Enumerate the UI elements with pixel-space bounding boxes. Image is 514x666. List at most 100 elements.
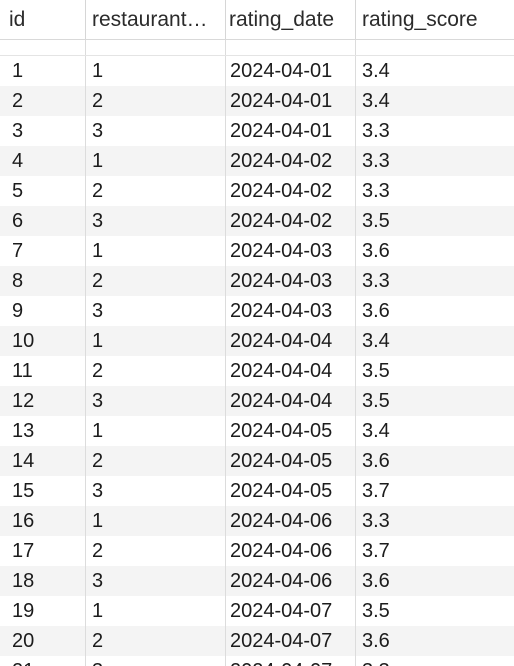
cell-restaurant[interactable]: 2: [86, 626, 226, 656]
cell-restaurant[interactable]: 3: [86, 476, 226, 506]
cell-rating-score[interactable]: 3.3: [356, 656, 514, 666]
cell-id[interactable]: 17: [0, 536, 86, 566]
cell-rating-score[interactable]: 3.5: [362, 210, 390, 232]
cell-id[interactable]: 9: [0, 296, 86, 326]
cell-rating-date[interactable]: 2024-04-02: [226, 146, 356, 176]
cell-rating-score[interactable]: 3.6: [362, 630, 390, 652]
cell-rating-date[interactable]: 2024-04-05: [226, 446, 356, 476]
table-row[interactable]: 11 2 2024-04-04 3.5: [0, 356, 514, 386]
cell-rating-score[interactable]: 3.6: [362, 450, 390, 472]
table-row[interactable]: 14 2 2024-04-05 3.6: [0, 446, 514, 476]
cell-rating-date[interactable]: 2024-04-03: [226, 266, 356, 296]
cell-id[interactable]: 12: [0, 386, 86, 416]
cell-rating-score[interactable]: 3.6: [362, 570, 390, 592]
cell-rating-score[interactable]: 3.7: [362, 540, 390, 562]
table-row[interactable]: 8 2 2024-04-03 3.3: [0, 266, 514, 296]
cell-rating-date[interactable]: 2024-04-02: [226, 176, 356, 206]
cell-rating-date[interactable]: 2024-04-04: [226, 356, 356, 386]
table-row[interactable]: 10 1 2024-04-04 3.4: [0, 326, 514, 356]
table-row[interactable]: 6 3 2024-04-02 3.5: [0, 206, 514, 236]
table-row[interactable]: 12 3 2024-04-04 3.5: [0, 386, 514, 416]
table-row[interactable]: 4 1 2024-04-02 3.3: [0, 146, 514, 176]
cell-rating-date[interactable]: 2024-04-05: [226, 416, 356, 446]
cell-rating-date[interactable]: 2024-04-07: [226, 656, 356, 666]
cell-id[interactable]: 8: [0, 266, 86, 296]
cell-restaurant[interactable]: 2: [86, 176, 226, 206]
cell-rating-score[interactable]: 3.3: [362, 510, 390, 532]
cell-rating-score[interactable]: 3.3: [362, 150, 390, 172]
table-row[interactable]: 1 1 2024-04-01 3.4: [0, 56, 514, 86]
table-row[interactable]: 3 3 2024-04-01 3.3: [0, 116, 514, 146]
cell-id[interactable]: 20: [0, 626, 86, 656]
cell-rating-date[interactable]: 2024-04-06: [226, 506, 356, 536]
cell-restaurant[interactable]: 2: [86, 266, 226, 296]
cell-restaurant[interactable]: 1: [86, 506, 226, 536]
cell-rating-date[interactable]: 2024-04-05: [226, 476, 356, 506]
cell-id[interactable]: 10: [0, 326, 86, 356]
cell-restaurant[interactable]: 2: [86, 86, 226, 116]
cell-rating-score[interactable]: 3.4: [362, 420, 390, 442]
cell-id[interactable]: 7: [0, 236, 86, 266]
cell-id[interactable]: 14: [0, 446, 86, 476]
table-row[interactable]: 2132024-04-073.3: [0, 656, 514, 666]
cell-rating-date[interactable]: 2024-04-01: [226, 116, 356, 146]
cell-restaurant[interactable]: 1: [86, 236, 226, 266]
cell-restaurant[interactable]: 1: [86, 326, 226, 356]
column-header-id[interactable]: id: [0, 0, 86, 39]
cell-rating-score[interactable]: 3.6: [362, 240, 390, 262]
cell-restaurant[interactable]: 2: [86, 446, 226, 476]
cell-rating-date[interactable]: 2024-04-07: [226, 626, 356, 656]
column-header-restaurant[interactable]: restaurant…: [86, 0, 226, 39]
cell-rating-date[interactable]: 2024-04-03: [226, 296, 356, 326]
cell-id[interactable]: 15: [0, 476, 86, 506]
table-row[interactable]: 19 1 2024-04-07 3.5: [0, 596, 514, 626]
cell-id[interactable]: 1: [0, 56, 86, 86]
cell-rating-score[interactable]: 3.4: [362, 90, 390, 112]
table-row[interactable]: 5 2 2024-04-02 3.3: [0, 176, 514, 206]
cell-restaurant[interactable]: 3: [86, 206, 226, 236]
table-row[interactable]: 16 1 2024-04-06 3.3: [0, 506, 514, 536]
cell-id[interactable]: 19: [0, 596, 86, 626]
cell-restaurant[interactable]: 1: [86, 596, 226, 626]
cell-restaurant[interactable]: 3: [86, 656, 226, 666]
cell-rating-date[interactable]: 2024-04-03: [226, 236, 356, 266]
table-row[interactable]: 20 2 2024-04-07 3.6: [0, 626, 514, 656]
cell-id[interactable]: 5: [0, 176, 86, 206]
cell-rating-score[interactable]: 3.7: [362, 480, 390, 502]
cell-rating-date[interactable]: 2024-04-06: [226, 566, 356, 596]
table-row[interactable]: 7 1 2024-04-03 3.6: [0, 236, 514, 266]
cell-id[interactable]: 4: [0, 146, 86, 176]
cell-rating-score[interactable]: 3.4: [362, 60, 390, 82]
cell-rating-date[interactable]: 2024-04-01: [226, 56, 356, 86]
cell-rating-date[interactable]: 2024-04-06: [226, 536, 356, 566]
cell-rating-date[interactable]: 2024-04-04: [226, 326, 356, 356]
cell-id[interactable]: 6: [0, 206, 86, 236]
column-header-rating-date[interactable]: rating_date: [226, 0, 356, 39]
cell-rating-score[interactable]: 3.4: [362, 330, 390, 352]
cell-restaurant[interactable]: 2: [86, 536, 226, 566]
column-header-rating-score[interactable]: rating_score: [362, 8, 478, 31]
cell-rating-score[interactable]: 3.5: [362, 600, 390, 622]
cell-rating-score[interactable]: 3.5: [362, 360, 390, 382]
cell-rating-date[interactable]: 2024-04-02: [226, 206, 356, 236]
cell-id[interactable]: 18: [0, 566, 86, 596]
cell-rating-score[interactable]: 3.3: [362, 120, 390, 142]
cell-restaurant[interactable]: 1: [86, 146, 226, 176]
cell-id[interactable]: 2: [0, 86, 86, 116]
cell-id[interactable]: 13: [0, 416, 86, 446]
cell-id[interactable]: 21: [0, 656, 86, 666]
cell-id[interactable]: 11: [0, 356, 86, 386]
cell-restaurant[interactable]: 3: [86, 386, 226, 416]
table-row[interactable]: 17 2 2024-04-06 3.7: [0, 536, 514, 566]
table-row[interactable]: 18 3 2024-04-06 3.6: [0, 566, 514, 596]
cell-restaurant[interactable]: 2: [86, 356, 226, 386]
cell-id[interactable]: 3: [0, 116, 86, 146]
cell-id[interactable]: 16: [0, 506, 86, 536]
cell-restaurant[interactable]: 3: [86, 296, 226, 326]
cell-rating-date[interactable]: 2024-04-01: [226, 86, 356, 116]
cell-rating-date[interactable]: 2024-04-04: [226, 386, 356, 416]
cell-rating-date[interactable]: 2024-04-07: [226, 596, 356, 626]
table-row[interactable]: 9 3 2024-04-03 3.6: [0, 296, 514, 326]
cell-restaurant[interactable]: 1: [86, 56, 226, 86]
